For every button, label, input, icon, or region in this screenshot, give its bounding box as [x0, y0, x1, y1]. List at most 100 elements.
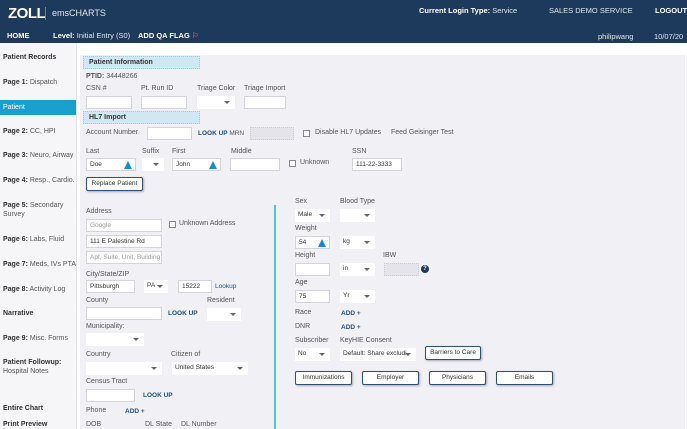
login-type-label: Current Login Type:: [419, 6, 491, 15]
phone-add-link[interactable]: ADD +: [125, 408, 145, 415]
resident-select[interactable]: [207, 308, 241, 321]
sidebar-item[interactable]: Narrative: [3, 310, 34, 317]
ibw-field: [384, 263, 419, 276]
ptid-label: PTID:: [86, 73, 105, 80]
sidebar-item[interactable]: Entire Chart: [3, 405, 44, 412]
weight-input[interactable]: 54: [295, 236, 330, 249]
disable-hl7-checkbox[interactable]: [303, 130, 310, 137]
weight-unit-select[interactable]: kg: [340, 236, 375, 249]
employer-button[interactable]: Employer: [362, 371, 419, 385]
logout-link[interactable]: LOGOUT: [655, 6, 687, 15]
home-link[interactable]: HOME: [7, 31, 30, 40]
sex-select[interactable]: Male: [295, 209, 330, 222]
physicians-button[interactable]: Physicians: [429, 371, 486, 385]
sidebar-item[interactable]: Page 7: Meds, IVs PTA: [3, 261, 77, 268]
emails-button[interactable]: Emails: [496, 371, 553, 385]
warning-icon: [124, 161, 132, 169]
middle-label: Middle: [231, 148, 252, 155]
ssn-input[interactable]: 111-22-3333: [352, 158, 402, 171]
race-label: Race: [295, 309, 312, 316]
state-select[interactable]: PA: [144, 280, 168, 293]
city-input[interactable]: Pittsburgh: [86, 280, 135, 293]
barriers-to-care-button[interactable]: Barriers to Care: [425, 346, 481, 360]
sidebar-item[interactable]: Page 8: Activity Log: [3, 286, 66, 293]
keyhie-consent-select[interactable]: Default: Share excludi: [340, 348, 416, 361]
dl-state-label: DL State: [145, 421, 172, 428]
sidebar-item[interactable]: Page 1: Dispatch: [3, 79, 58, 86]
unknown-address-label: Unknown Address: [179, 220, 236, 227]
dnr-label: DNR: [295, 323, 311, 330]
age-input[interactable]: 75: [295, 290, 330, 303]
address-search-input[interactable]: Google: [86, 219, 162, 232]
triage-import-input[interactable]: [244, 96, 286, 109]
date: 10/07/20: [654, 32, 684, 41]
height-unit-select[interactable]: in: [340, 263, 375, 276]
run-id-input[interactable]: [141, 96, 187, 109]
address-line-input[interactable]: 111 E Palestine Rd: [86, 235, 162, 248]
divider: [45, 7, 46, 20]
sidebar-item-active[interactable]: Patient: [0, 100, 76, 115]
height-input[interactable]: [295, 263, 330, 276]
csn-input[interactable]: [86, 96, 132, 109]
citizen-label: Citizen of: [171, 351, 201, 358]
zoll-logo: ZOLL: [8, 5, 46, 22]
sidebar-item[interactable]: Page 9: Misc. Forms: [3, 335, 68, 342]
middle-name-input[interactable]: [230, 158, 280, 171]
mrn-field: [250, 127, 294, 140]
race-add-link[interactable]: ADD +: [341, 310, 361, 317]
section-hl7-import: HL7 Import: [83, 111, 200, 124]
add-qa-flag-button[interactable]: ADD QA FLAG ⚐: [138, 31, 199, 40]
last-name-input[interactable]: Doe: [86, 158, 136, 171]
sidebar-item[interactable]: Page 2: CC, HPI: [3, 128, 56, 135]
suffix-label: Suffix: [142, 148, 160, 155]
login-type: Service: [492, 6, 518, 15]
height-label: Height: [295, 252, 316, 259]
top-header: ZOLL emsCHARTS Current Login Type: Servi…: [0, 0, 687, 43]
replace-patient-button[interactable]: Replace Patient: [86, 177, 143, 191]
immunizations-button[interactable]: Immunizations: [295, 371, 352, 385]
lookup-mrn-link[interactable]: LOOK UP MRN: [198, 130, 245, 137]
subscriber-select[interactable]: No: [295, 348, 330, 361]
subscriber-label: Subscriber: [295, 337, 329, 344]
sidebar-item[interactable]: Page 5: Secondary Survey: [3, 202, 64, 218]
unknown-checkbox[interactable]: [289, 160, 296, 167]
census-tract-input[interactable]: [86, 389, 135, 402]
zip-lookup-link[interactable]: Lookup: [215, 283, 237, 290]
ssn-label: SSN: [352, 148, 367, 155]
level-label: Level:: [53, 31, 75, 40]
sidebar-item[interactable]: Patient Followup: Hospital Notes: [3, 359, 62, 375]
unknown-address-checkbox[interactable]: [169, 221, 176, 228]
weight-label: Weight: [295, 225, 317, 232]
address-line2-input[interactable]: Apt, Suite, Unit, Building: [86, 251, 162, 264]
suffix-select[interactable]: [142, 158, 164, 171]
sidebar-item[interactable]: Page 3: Neuro, Airway: [3, 152, 74, 159]
first-name-input[interactable]: John: [172, 158, 221, 171]
app-name: emsCHARTS: [52, 8, 106, 18]
age-unit-select[interactable]: Yr: [340, 290, 375, 303]
sidebar-item[interactable]: Print Preview: [3, 421, 48, 428]
dnr-add-link[interactable]: ADD +: [341, 324, 361, 331]
run-id-label: Pt. Run ID: [141, 85, 174, 92]
blood-type-select[interactable]: [340, 209, 375, 222]
census-lookup-link[interactable]: LOOK UP: [143, 392, 173, 399]
country-label: Country: [86, 351, 111, 358]
sidebar-item[interactable]: Patient Records: [3, 54, 57, 61]
triage-color-select[interactable]: [197, 96, 235, 109]
country-select[interactable]: [86, 362, 162, 375]
county-lookup-link[interactable]: LOOK UP: [168, 310, 198, 317]
zip-input[interactable]: 15222: [178, 280, 212, 293]
county-input[interactable]: [86, 307, 162, 320]
municipality-select[interactable]: [86, 333, 144, 346]
unknown-label: Unknown: [300, 159, 330, 166]
dob-label: DOB: [86, 421, 102, 428]
help-icon[interactable]: ?: [421, 265, 429, 273]
sidebar-item[interactable]: Page 4: Resp., Cardio.: [3, 177, 75, 184]
municipality-label: Municipality:: [86, 323, 125, 330]
ptid-value: 34448266: [106, 73, 138, 80]
sidebar-item[interactable]: Page 6: Labs, Fluid: [3, 236, 65, 243]
triage-import-label: Triage Import: [244, 85, 286, 92]
agency-link[interactable]: SALES DEMO SERVICE: [549, 6, 633, 15]
citizen-select[interactable]: United States: [172, 362, 248, 375]
first-label: First: [172, 148, 186, 155]
account-number-input[interactable]: [147, 127, 192, 140]
